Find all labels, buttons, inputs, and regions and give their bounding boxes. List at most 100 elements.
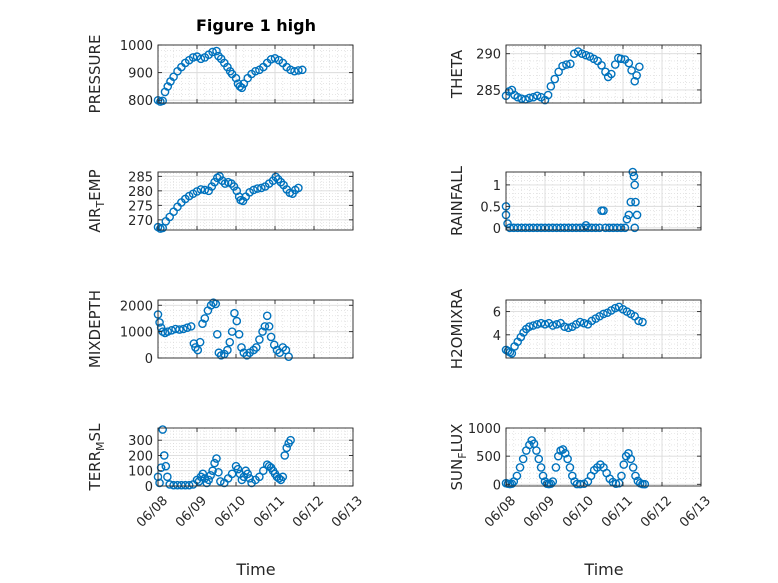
y-tick-label: 300 bbox=[128, 434, 153, 449]
data-point bbox=[564, 323, 573, 333]
data-point bbox=[551, 463, 561, 472]
data-point bbox=[253, 184, 262, 193]
axes-box bbox=[505, 427, 702, 487]
data-point bbox=[214, 51, 223, 61]
data-point bbox=[193, 345, 203, 355]
y-axis-label-part: EMP bbox=[86, 169, 104, 200]
data-point bbox=[257, 183, 266, 193]
data-point bbox=[169, 72, 178, 82]
data-point bbox=[513, 92, 523, 102]
y-axis-label: SUNFLUX bbox=[448, 424, 469, 491]
subplot-5: 0 1000 2000 MIXDEPTH bbox=[86, 290, 354, 368]
data-point bbox=[198, 319, 207, 329]
data-point bbox=[532, 446, 541, 455]
data-point bbox=[229, 182, 239, 191]
data-point bbox=[249, 345, 258, 355]
data-point bbox=[626, 454, 636, 464]
data-point bbox=[619, 460, 629, 469]
y-axis-label: TERRMSL bbox=[86, 423, 107, 492]
data-point bbox=[630, 180, 640, 190]
data-point bbox=[622, 214, 632, 224]
y-tick-label: 0 bbox=[145, 480, 153, 495]
data-point bbox=[184, 480, 194, 490]
y-tick-label: 1000 bbox=[468, 422, 501, 437]
data-point bbox=[158, 96, 167, 106]
data-point bbox=[632, 210, 642, 220]
data-point bbox=[554, 67, 563, 77]
x-axis-label-right: Time bbox=[583, 560, 623, 579]
subplot-4: 0 0.5 1 RAINFALL bbox=[448, 165, 702, 237]
data-point bbox=[214, 348, 224, 358]
y-axis-label-part: AIR bbox=[86, 208, 104, 233]
data-point bbox=[635, 62, 644, 72]
data-point bbox=[186, 322, 196, 331]
plot-area bbox=[158, 172, 353, 230]
y-axis-label: RAINFALL bbox=[448, 165, 466, 236]
data-point bbox=[208, 47, 217, 57]
y-tick-label: 6 bbox=[493, 306, 501, 321]
data-point bbox=[227, 327, 237, 336]
y-tick-label: 270 bbox=[128, 214, 153, 229]
data-point bbox=[284, 352, 293, 361]
plot-area bbox=[506, 428, 701, 486]
data-point bbox=[562, 60, 571, 69]
y-axis-label-part: TERR bbox=[86, 451, 104, 492]
data-point bbox=[200, 185, 210, 195]
data-point bbox=[255, 335, 264, 344]
subplot-1: 800 900 1000 PRESSURE bbox=[86, 35, 354, 113]
data-point bbox=[251, 66, 260, 76]
data-point bbox=[243, 469, 252, 479]
axes-box bbox=[157, 427, 354, 487]
plot-area bbox=[506, 172, 701, 230]
data-point bbox=[278, 472, 288, 482]
data-point bbox=[282, 443, 292, 453]
data-point bbox=[599, 206, 608, 215]
data-point bbox=[286, 435, 295, 445]
y-tick-label: 4 bbox=[493, 329, 501, 344]
data-point bbox=[565, 463, 575, 472]
y-tick-label: 900 bbox=[128, 67, 153, 82]
data-point bbox=[525, 322, 534, 331]
data-point bbox=[225, 337, 235, 347]
data-point bbox=[558, 61, 567, 71]
subplot-6: 4 6 H2OMIXRA bbox=[448, 288, 702, 369]
y-tick-label: 0 bbox=[493, 478, 501, 493]
y-axis-label-subscript: M bbox=[94, 441, 107, 451]
data-point bbox=[529, 321, 538, 330]
data-point bbox=[607, 69, 616, 79]
data-point bbox=[566, 59, 575, 69]
data-point bbox=[591, 223, 601, 233]
subplot-2: 285 290 THETA bbox=[448, 44, 702, 105]
data-point bbox=[206, 471, 215, 480]
data-point bbox=[548, 477, 558, 486]
data-point bbox=[512, 471, 522, 481]
data-point bbox=[546, 479, 556, 489]
y-tick-label: 0 bbox=[145, 352, 153, 367]
data-point bbox=[538, 471, 548, 481]
data-point bbox=[525, 440, 534, 450]
data-point bbox=[507, 349, 517, 358]
figure-title: Figure 1 high bbox=[196, 16, 316, 35]
data-point bbox=[232, 316, 242, 326]
data-point bbox=[629, 171, 639, 181]
data-point bbox=[624, 58, 634, 68]
y-tick-label: 285 bbox=[128, 170, 153, 185]
data-point bbox=[266, 332, 276, 342]
axes-box bbox=[157, 171, 354, 231]
data-point bbox=[175, 325, 184, 334]
axes-box bbox=[505, 299, 702, 359]
data-point bbox=[624, 210, 634, 220]
data-point bbox=[234, 329, 244, 339]
data-point bbox=[206, 300, 216, 310]
data-point bbox=[616, 54, 626, 64]
y-tick-label: 100 bbox=[128, 465, 153, 480]
data-point bbox=[632, 71, 641, 80]
data-point bbox=[546, 82, 556, 91]
data-point bbox=[163, 472, 172, 482]
data-point bbox=[532, 91, 542, 101]
data-point bbox=[626, 197, 636, 207]
y-tick-label: 0 bbox=[493, 222, 501, 237]
data-point bbox=[231, 73, 241, 83]
